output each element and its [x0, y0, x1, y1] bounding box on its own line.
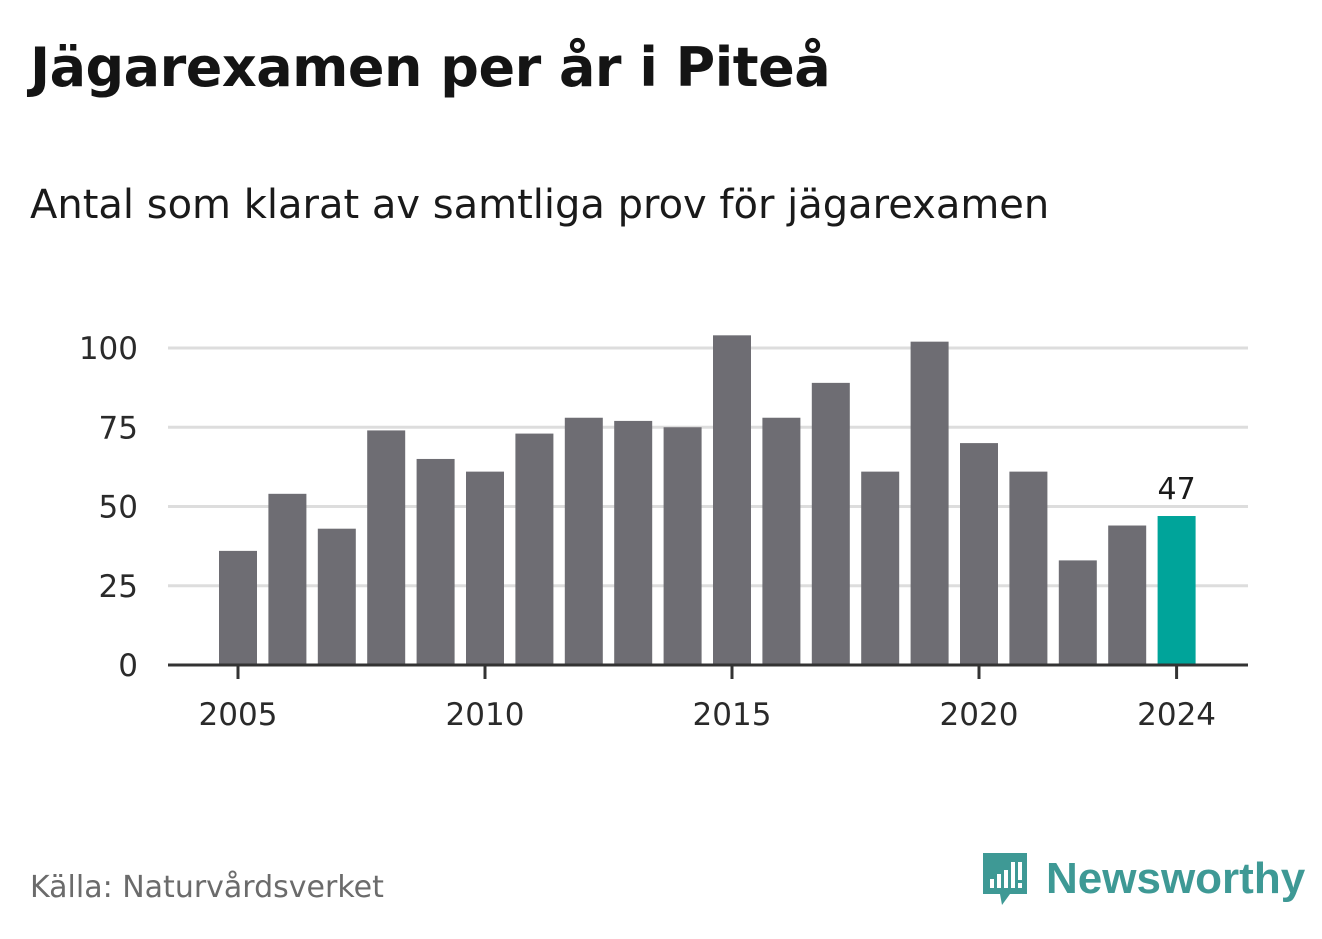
bar-2024 — [1157, 516, 1196, 665]
bar-2022 — [1058, 560, 1097, 665]
bar-2019 — [910, 341, 949, 665]
bar-2005 — [219, 550, 257, 665]
bar-2009 — [416, 458, 455, 665]
bar-2021 — [1009, 471, 1048, 665]
bar-2008 — [367, 430, 406, 665]
y-tick-label: 0 — [118, 648, 138, 684]
bar-2023 — [1108, 525, 1147, 665]
brand-logo: Newsworthy — [980, 850, 1305, 908]
bar-2007 — [317, 528, 356, 665]
brand-name: Newsworthy — [1046, 854, 1306, 903]
data-label: 47 — [1158, 472, 1196, 507]
chart-subtitle: Antal som klarat av samtliga prov för jä… — [30, 182, 1050, 228]
bar-2015 — [713, 335, 751, 665]
bar-2010 — [466, 471, 504, 665]
x-tick-label: 2005 — [199, 697, 278, 733]
y-tick-label: 75 — [99, 410, 138, 446]
bar-2014 — [663, 427, 702, 665]
newsworthy-logo-icon — [983, 853, 1027, 905]
bar-2017 — [811, 382, 850, 665]
y-tick-label: 25 — [99, 569, 138, 605]
y-tick-label: 50 — [99, 490, 138, 526]
x-tick-label: 2020 — [940, 697, 1019, 733]
y-tick-label: 100 — [79, 331, 138, 367]
x-tick-label: 2015 — [693, 697, 772, 733]
bar-2020 — [960, 443, 998, 665]
bar-2013 — [614, 420, 653, 665]
source-note: Källa: Naturvårdsverket — [30, 870, 384, 905]
bar-2006 — [268, 493, 307, 665]
x-tick-label: 2010 — [446, 697, 525, 733]
bar-2011 — [515, 433, 554, 665]
x-tick-label: 2024 — [1137, 697, 1216, 733]
bar-2016 — [762, 417, 801, 665]
bar-2018 — [861, 471, 900, 665]
chart-title: Jägarexamen per år i Piteå — [30, 36, 831, 99]
bar-2012 — [564, 417, 603, 665]
